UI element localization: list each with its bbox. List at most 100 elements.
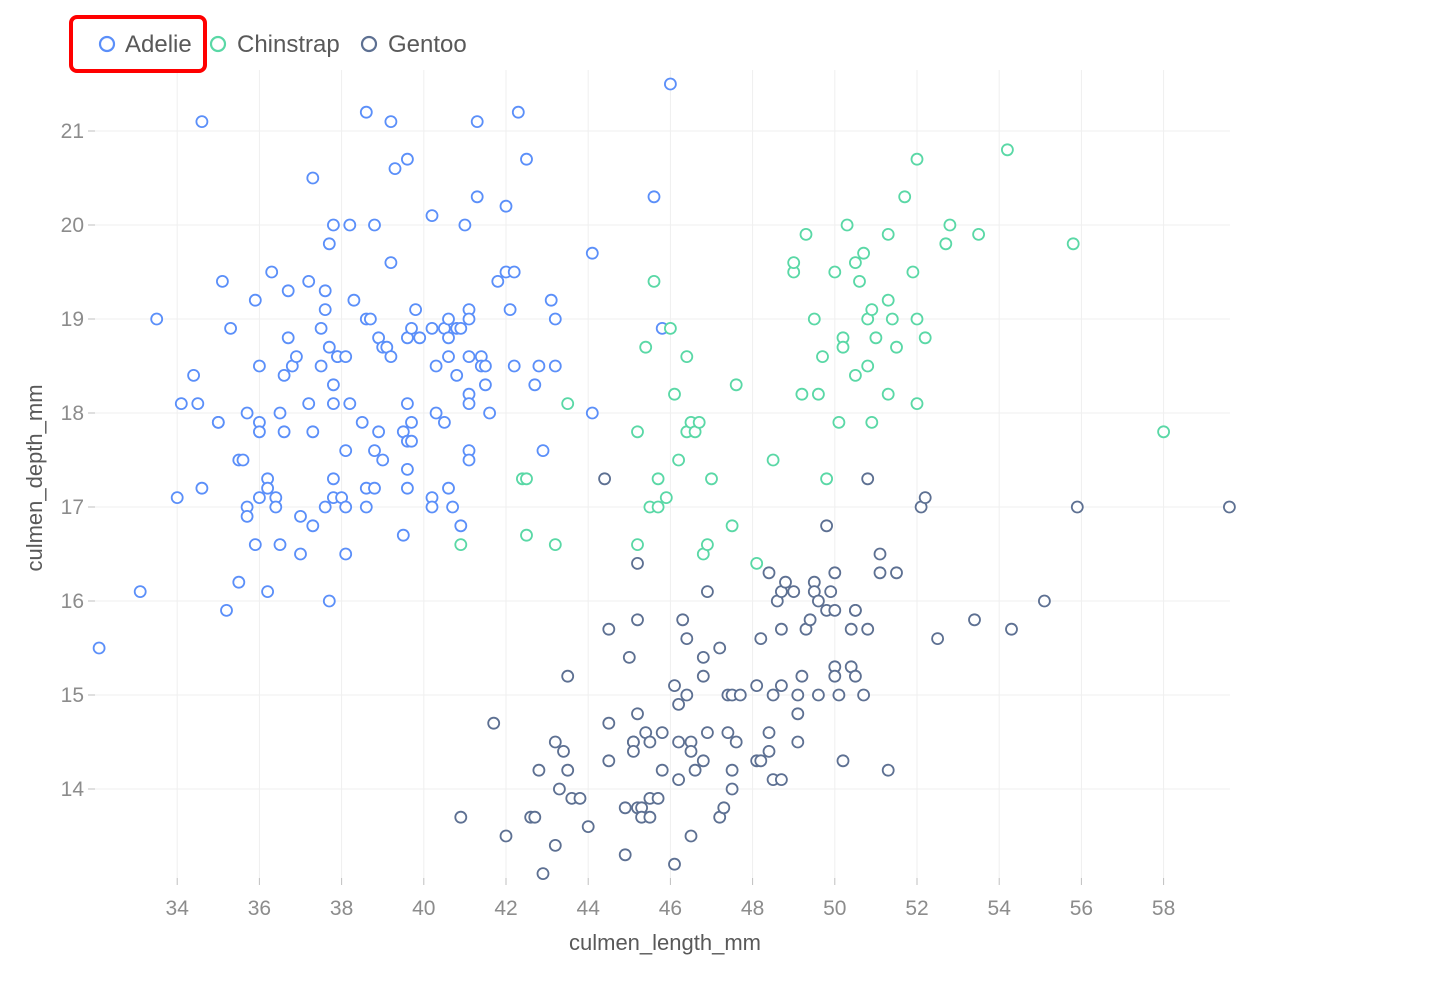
data-point-gentoo[interactable]: [832, 688, 846, 702]
data-point-gentoo[interactable]: [696, 754, 710, 768]
data-point-chinstrap[interactable]: [701, 538, 714, 551]
legend[interactable]: Adelie Chinstrap Gentoo: [69, 15, 467, 73]
data-point-chinstrap[interactable]: [972, 227, 985, 241]
data-point-gentoo[interactable]: [762, 726, 776, 739]
data-point-gentoo[interactable]: [627, 745, 640, 758]
data-point-adelie[interactable]: [413, 331, 427, 345]
data-point-adelie[interactable]: [470, 190, 484, 204]
data-point-gentoo[interactable]: [684, 829, 698, 843]
data-point-chinstrap[interactable]: [881, 227, 895, 241]
data-point-adelie[interactable]: [503, 303, 517, 317]
data-point-adelie[interactable]: [195, 481, 209, 495]
data-point-adelie[interactable]: [470, 115, 484, 128]
data-point-adelie[interactable]: [211, 415, 225, 429]
data-point-chinstrap[interactable]: [548, 538, 562, 551]
data-point-gentoo[interactable]: [561, 763, 575, 777]
data-point-adelie[interactable]: [236, 453, 250, 467]
data-point-gentoo[interactable]: [775, 622, 788, 636]
data-point-gentoo[interactable]: [528, 810, 542, 824]
data-point-chinstrap[interactable]: [787, 256, 801, 270]
data-point-chinstrap[interactable]: [725, 519, 739, 533]
legend-item-gentoo[interactable]: Gentoo: [360, 31, 467, 58]
data-point-adelie[interactable]: [281, 284, 295, 298]
data-point-gentoo[interactable]: [844, 622, 858, 636]
data-point-adelie[interactable]: [289, 350, 303, 364]
data-point-chinstrap[interactable]: [890, 340, 903, 354]
data-point-chinstrap[interactable]: [664, 321, 677, 335]
data-point-chinstrap[interactable]: [939, 237, 953, 251]
data-point-adelie[interactable]: [322, 237, 336, 251]
data-point-adelie[interactable]: [306, 171, 320, 185]
data-point-gentoo[interactable]: [581, 820, 595, 833]
data-point-adelie[interactable]: [174, 397, 188, 411]
data-point-gentoo[interactable]: [668, 679, 681, 692]
data-point-adelie[interactable]: [458, 218, 472, 232]
data-point-adelie[interactable]: [326, 472, 340, 486]
data-point-adelie[interactable]: [322, 594, 336, 608]
data-point-gentoo[interactable]: [791, 707, 805, 721]
data-point-gentoo[interactable]: [762, 566, 776, 580]
data-point-adelie[interactable]: [425, 209, 439, 223]
data-point-gentoo[interactable]: [696, 651, 710, 664]
data-point-gentoo[interactable]: [729, 735, 743, 749]
data-point-gentoo[interactable]: [602, 716, 616, 730]
data-point-chinstrap[interactable]: [906, 265, 920, 279]
data-point-adelie[interactable]: [339, 444, 353, 458]
data-point-adelie[interactable]: [454, 321, 468, 335]
data-point-chinstrap[interactable]: [454, 538, 468, 551]
data-point-chinstrap[interactable]: [828, 265, 842, 279]
data-point-adelie[interactable]: [437, 415, 451, 429]
data-point-gentoo[interactable]: [725, 763, 739, 777]
data-point-adelie[interactable]: [359, 500, 373, 514]
data-point-adelie[interactable]: [544, 293, 558, 307]
data-point-adelie[interactable]: [442, 481, 455, 495]
data-point-adelie[interactable]: [294, 510, 307, 523]
data-point-adelie[interactable]: [359, 105, 373, 119]
data-point-adelie[interactable]: [384, 256, 398, 270]
data-point-gentoo[interactable]: [622, 651, 636, 664]
data-point-gentoo[interactable]: [655, 726, 669, 739]
legend-item-adelie[interactable]: Adelie: [98, 31, 192, 58]
data-point-adelie[interactable]: [478, 378, 492, 392]
data-point-adelie[interactable]: [528, 378, 542, 392]
data-point-gentoo[interactable]: [499, 829, 513, 843]
data-point-gentoo[interactable]: [812, 594, 825, 608]
data-point-adelie[interactable]: [376, 453, 390, 467]
data-point-gentoo[interactable]: [721, 726, 735, 739]
data-point-gentoo[interactable]: [828, 604, 842, 617]
data-point-chinstrap[interactable]: [869, 331, 883, 345]
data-point-adelie[interactable]: [294, 547, 307, 561]
data-point-adelie[interactable]: [548, 312, 562, 326]
data-point-chinstrap[interactable]: [680, 350, 694, 364]
data-point-adelie[interactable]: [261, 585, 275, 598]
data-point-gentoo[interactable]: [828, 566, 842, 580]
data-point-gentoo[interactable]: [754, 754, 768, 768]
data-point-adelie[interactable]: [232, 575, 246, 589]
data-point-gentoo[interactable]: [618, 801, 632, 815]
data-point-adelie[interactable]: [536, 444, 550, 458]
data-point-gentoo[interactable]: [672, 735, 685, 749]
data-point-adelie[interactable]: [302, 397, 316, 411]
data-point-adelie[interactable]: [277, 425, 291, 439]
data-point-gentoo[interactable]: [803, 613, 817, 627]
data-point-adelie[interactable]: [248, 293, 262, 307]
data-point-adelie[interactable]: [170, 491, 184, 505]
data-point-gentoo[interactable]: [762, 745, 776, 758]
data-point-adelie[interactable]: [133, 585, 147, 598]
data-point-adelie[interactable]: [339, 350, 353, 364]
data-point-gentoo[interactable]: [668, 857, 681, 871]
data-point-adelie[interactable]: [326, 378, 340, 392]
data-point-gentoo[interactable]: [849, 669, 862, 683]
data-point-adelie[interactable]: [314, 321, 328, 335]
data-point-chinstrap[interactable]: [910, 152, 924, 166]
data-point-gentoo[interactable]: [713, 641, 727, 655]
data-point-gentoo[interactable]: [1038, 594, 1051, 608]
data-point-chinstrap[interactable]: [520, 472, 533, 486]
data-point-gentoo[interactable]: [849, 604, 862, 617]
data-point-chinstrap[interactable]: [705, 472, 718, 486]
data-point-adelie[interactable]: [265, 265, 279, 279]
data-point-adelie[interactable]: [384, 350, 398, 364]
data-point-adelie[interactable]: [92, 641, 106, 655]
data-point-adelie[interactable]: [372, 425, 386, 439]
data-point-adelie[interactable]: [269, 500, 283, 514]
